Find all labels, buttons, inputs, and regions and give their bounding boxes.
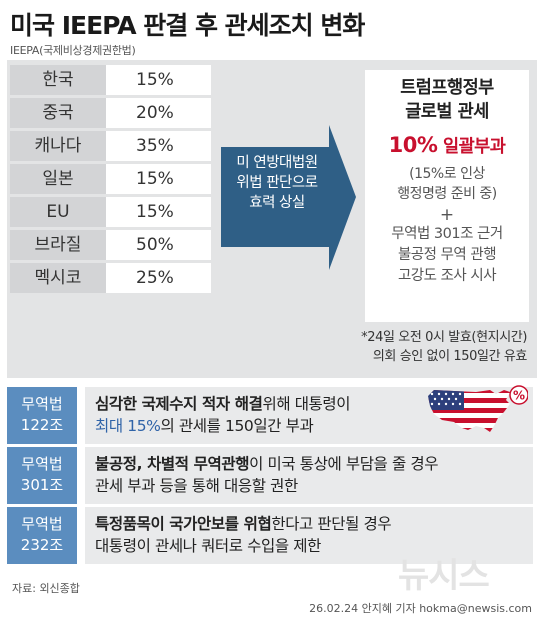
table-row: 중국 20% xyxy=(10,98,211,128)
country-name: 브라질 xyxy=(10,230,106,260)
country-name: 한국 xyxy=(10,65,106,95)
law-card-301: 무역법 301조 불공정, 차별적 무역관행이 미국 통상에 부담을 줄 경우 … xyxy=(7,447,537,504)
page-subtitle: IEEPA(국제비상경제권한법) xyxy=(10,44,136,57)
arrow-line: 효력 상실 xyxy=(249,195,305,211)
country-name: EU xyxy=(10,197,106,227)
arrow-shape xyxy=(221,125,356,270)
law-card-232: 무역법 232조 특정품목이 국가안보를 위협한다고 판단될 경우 대통령이 관… xyxy=(7,507,537,564)
tariff-rate: 50% xyxy=(106,230,211,260)
global-tariff-word: 일괄부과 xyxy=(442,137,506,157)
source-label: 자료: 외신종합 xyxy=(12,582,80,595)
result-note-line: 행정명령 준비 중) xyxy=(397,186,497,202)
table-row: 한국 15% xyxy=(10,65,211,95)
law-tag-line: 232조 xyxy=(20,536,64,554)
newsis-logo: 뉴시스 xyxy=(398,556,490,596)
tariff-rate: 15% xyxy=(106,197,211,227)
law-desc-line: 대통령이 관세나 쿼터로 수입을 제한 xyxy=(95,537,322,555)
law-max-rate: 최대 15% xyxy=(95,417,161,435)
result-note: (15%로 인상 행정명령 준비 중) xyxy=(365,164,529,204)
law-description: 불공정, 차별적 무역관행이 미국 통상에 부담을 줄 경우 관세 부과 등을 … xyxy=(85,447,533,504)
law-tag: 무역법 232조 xyxy=(7,507,77,564)
law-desc-line: 최대 15%의 관세를 150일간 부과 xyxy=(95,415,533,437)
law-highlight: 불공정, 차별적 무역관행 xyxy=(95,455,250,473)
global-tariff-rate: 10% 일괄부과 xyxy=(365,134,529,158)
country-name: 멕시코 xyxy=(10,263,106,293)
law-text: 의 관세를 150일간 부과 xyxy=(160,417,314,435)
trade-law-line: 고강도 조사 시사 xyxy=(397,268,497,284)
country-name: 일본 xyxy=(10,164,106,194)
table-row: 일본 15% xyxy=(10,164,211,194)
tariff-rate: 35% xyxy=(106,131,211,161)
effective-date-note: *24일 오전 0시 발효(현지시간) 의회 승인 없이 150일간 유효 xyxy=(361,328,527,366)
law-desc-line: 불공정, 차별적 무역관행이 미국 통상에 부담을 줄 경우 xyxy=(95,453,533,475)
law-text: 한다고 판단될 경우 xyxy=(271,515,392,533)
law-tag: 무역법 122조 xyxy=(7,387,77,444)
result-heading-line: 글로벌 관세 xyxy=(405,102,489,122)
result-heading: 트럼프행정부 글로벌 관세 xyxy=(365,76,529,124)
law-highlight: 심각한 국제수지 적자 해결 xyxy=(95,395,263,413)
arrow-line: 미 연방대법원 xyxy=(236,155,318,171)
plus-sign: + xyxy=(439,205,455,225)
tariff-rate: 15% xyxy=(106,65,211,95)
law-desc-line: 특정품목이 국가안보를 위협한다고 판단될 경우 xyxy=(95,513,533,535)
law-text: 위해 대통령이 xyxy=(262,395,351,413)
law-highlight: 특정품목이 국가안보를 위협 xyxy=(95,515,272,533)
table-row: 캐나다 35% xyxy=(10,131,211,161)
footnote-line: *24일 오전 0시 발효(현지시간) xyxy=(361,330,527,345)
credit-line: 26.02.24 안지혜 기자 hokma@newsis.com xyxy=(309,602,532,615)
law-desc-line: 심각한 국제수지 적자 해결위해 대통령이 xyxy=(95,393,533,415)
law-tag-line: 무역법 xyxy=(21,455,63,473)
law-tag: 무역법 301조 xyxy=(7,447,77,504)
country-name: 캐나다 xyxy=(10,131,106,161)
table-row: 브라질 50% xyxy=(10,230,211,260)
trade-law-note: 무역법 301조 근거 불공정 무역 관행 고강도 조사 시사 xyxy=(365,224,529,287)
law-text: 이 미국 통상에 부담을 줄 경우 xyxy=(249,455,439,473)
law-description: 특정품목이 국가안보를 위협한다고 판단될 경우 대통령이 관세나 쿼터로 수입… xyxy=(85,507,533,564)
transition-arrow-icon xyxy=(221,125,356,270)
table-row: 멕시코 25% xyxy=(10,263,211,293)
footnote-line: 의회 승인 없이 150일간 유효 xyxy=(372,349,528,364)
us-map-flag-icon: % xyxy=(428,385,528,432)
trade-law-line: 불공정 무역 관행 xyxy=(397,247,497,263)
percent-badge-text: % xyxy=(513,389,525,403)
law-tag-line: 무역법 xyxy=(21,515,63,533)
law-desc-line: 관세 부과 등을 통해 대응할 권한 xyxy=(95,477,298,495)
table-row: EU 15% xyxy=(10,197,211,227)
result-box: 트럼프행정부 글로벌 관세 10% 일괄부과 (15%로 인상 행정명령 준비 … xyxy=(365,70,529,322)
law-tag-line: 무역법 xyxy=(21,395,63,413)
trade-law-line: 무역법 301조 근거 xyxy=(391,226,503,242)
page-title: 미국 IEEPA 판결 후 관세조치 변화 xyxy=(10,11,365,40)
percent-badge-icon xyxy=(509,385,528,405)
country-name: 중국 xyxy=(10,98,106,128)
arrow-label: 미 연방대법원 위법 판단으로 효력 상실 xyxy=(226,153,328,213)
country-tariff-table: 한국 15% 중국 20% 캐나다 35% 일본 15% EU 15% 브라질 … xyxy=(10,65,211,296)
law-tag-line: 301조 xyxy=(20,476,64,494)
law-tag-line: 122조 xyxy=(20,416,64,434)
result-note-line: (15%로 인상 xyxy=(409,166,485,182)
tariff-rate: 20% xyxy=(106,98,211,128)
global-tariff-percent: 10% xyxy=(388,133,438,157)
arrow-line: 위법 판단으로 xyxy=(236,175,318,191)
tariff-rate: 15% xyxy=(106,164,211,194)
result-heading-line: 트럼프행정부 xyxy=(400,78,494,98)
tariff-rate: 25% xyxy=(106,263,211,293)
